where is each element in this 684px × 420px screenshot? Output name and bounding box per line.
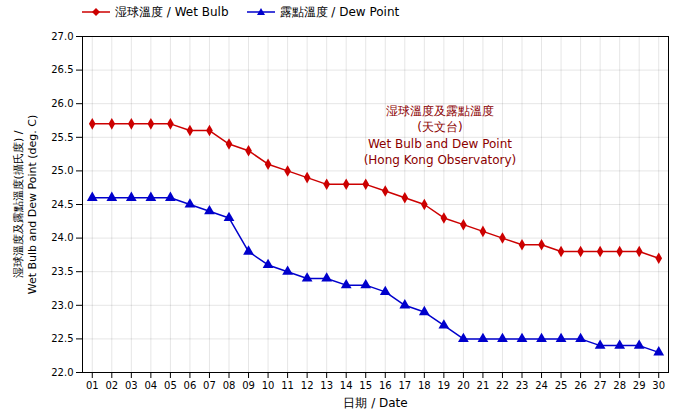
svg-text:25.0: 25.0 (51, 165, 73, 176)
svg-text:23.5: 23.5 (51, 266, 73, 277)
svg-text:27.0: 27.0 (51, 31, 73, 42)
svg-text:25.5: 25.5 (51, 132, 73, 143)
svg-text:04: 04 (144, 380, 157, 391)
svg-text:08: 08 (223, 380, 236, 391)
svg-text:湿球溫度及露點溫度(天文台)Wet Bulb and Dew: 湿球溫度及露點溫度(天文台)Wet Bulb and Dew Point(Hon… (364, 104, 517, 167)
svg-text:23.0: 23.0 (51, 300, 73, 311)
svg-text:03: 03 (125, 380, 138, 391)
svg-text:13: 13 (320, 380, 333, 391)
svg-text:24: 24 (535, 380, 548, 391)
svg-text:06: 06 (184, 380, 197, 391)
html-text:湿球溫度 / Wet Bulb: 湿球溫度 / Wet Bulb (115, 4, 229, 19)
svg-text:22.5: 22.5 (51, 333, 73, 344)
svg-text:22.0: 22.0 (51, 367, 73, 378)
svg-text:09: 09 (242, 380, 255, 391)
svg-text:24.5: 24.5 (51, 199, 73, 210)
svg-text:24.0: 24.0 (51, 232, 73, 243)
svg-text:11: 11 (281, 380, 294, 391)
svg-text:01: 01 (86, 380, 99, 391)
svg-text:26.5: 26.5 (51, 64, 73, 75)
html-text:露點溫度 / Dew Point: 露點溫度 / Dew Point (279, 4, 400, 19)
svg-text:27: 27 (594, 380, 607, 391)
svg-text:23: 23 (516, 380, 529, 391)
svg-text:湿球溫度及露點溫度(攝氏度) /Wet Bulb and D: 湿球溫度及露點溫度(攝氏度) /Wet Bulb and Dew Point (… (12, 115, 39, 295)
svg-text:29: 29 (633, 380, 646, 391)
svg-text:30: 30 (652, 380, 665, 391)
svg-text:25: 25 (555, 380, 568, 391)
svg-text:14: 14 (340, 380, 353, 391)
svg-text:17: 17 (398, 380, 411, 391)
svg-text:21: 21 (477, 380, 490, 391)
svg-text:20: 20 (457, 380, 470, 391)
svg-text:日期 / Date: 日期 / Date (343, 396, 407, 410)
svg-text:26: 26 (574, 380, 587, 391)
svg-text:10: 10 (262, 380, 275, 391)
svg-text:18: 18 (418, 380, 431, 391)
svg-text:15: 15 (359, 380, 372, 391)
svg-text:19: 19 (437, 380, 450, 391)
svg-text:28: 28 (613, 380, 626, 391)
svg-text:02: 02 (105, 380, 118, 391)
svg-text:22: 22 (496, 380, 509, 391)
svg-text:16: 16 (379, 380, 392, 391)
svg-text:07: 07 (203, 380, 216, 391)
svg-text:26.0: 26.0 (51, 98, 73, 109)
svg-text:05: 05 (164, 380, 177, 391)
svg-text:12: 12 (301, 380, 314, 391)
